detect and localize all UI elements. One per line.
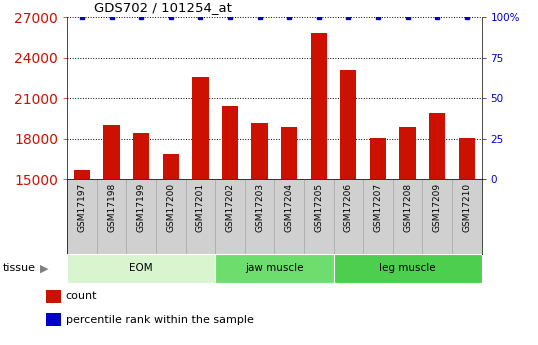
Text: GSM17207: GSM17207 [373, 183, 383, 232]
Bar [274, 179, 304, 254]
Text: leg muscle: leg muscle [379, 263, 436, 273]
Bar [334, 179, 363, 254]
Bar [215, 179, 245, 254]
Text: GSM17203: GSM17203 [255, 183, 264, 232]
Text: GSM17205: GSM17205 [314, 183, 323, 232]
Bar [340, 70, 357, 179]
Bar [422, 179, 452, 254]
Bar [399, 127, 416, 179]
Text: GSM17200: GSM17200 [166, 183, 175, 232]
Text: GSM17209: GSM17209 [433, 183, 442, 232]
Text: ▶: ▶ [40, 263, 49, 273]
Bar [281, 127, 298, 179]
Bar [393, 179, 422, 254]
Bar [370, 138, 386, 179]
Bar [67, 179, 97, 254]
Bar [215, 254, 334, 283]
Bar [46, 290, 61, 303]
Bar [458, 138, 475, 179]
Bar [162, 154, 179, 179]
Text: GSM17201: GSM17201 [196, 183, 205, 232]
Bar [46, 313, 61, 326]
Bar [97, 179, 126, 254]
Text: GSM17202: GSM17202 [225, 183, 235, 232]
Text: EOM: EOM [130, 263, 153, 273]
Bar [222, 106, 238, 179]
Text: GSM17210: GSM17210 [462, 183, 471, 232]
Bar [192, 77, 209, 179]
Text: GSM17204: GSM17204 [285, 183, 294, 232]
Text: GSM17208: GSM17208 [403, 183, 412, 232]
Bar [74, 170, 90, 179]
Bar [186, 179, 215, 254]
Bar [156, 179, 186, 254]
Bar [304, 179, 334, 254]
Text: percentile rank within the sample: percentile rank within the sample [66, 315, 253, 325]
Text: GSM17197: GSM17197 [77, 183, 87, 233]
Text: GSM17206: GSM17206 [344, 183, 353, 232]
Text: jaw muscle: jaw muscle [245, 263, 303, 273]
Text: count: count [66, 292, 97, 302]
Bar [363, 179, 393, 254]
Text: GSM17198: GSM17198 [107, 183, 116, 233]
Bar [126, 179, 156, 254]
Bar [310, 33, 327, 179]
Bar [429, 113, 445, 179]
Text: GDS702 / 101254_at: GDS702 / 101254_at [94, 1, 232, 14]
Bar [103, 125, 120, 179]
Bar [67, 254, 215, 283]
Text: tissue: tissue [3, 263, 36, 273]
Bar [133, 134, 150, 179]
Bar [245, 179, 274, 254]
Bar [452, 179, 482, 254]
Bar [251, 123, 268, 179]
Bar [334, 254, 482, 283]
Text: GSM17199: GSM17199 [137, 183, 146, 233]
